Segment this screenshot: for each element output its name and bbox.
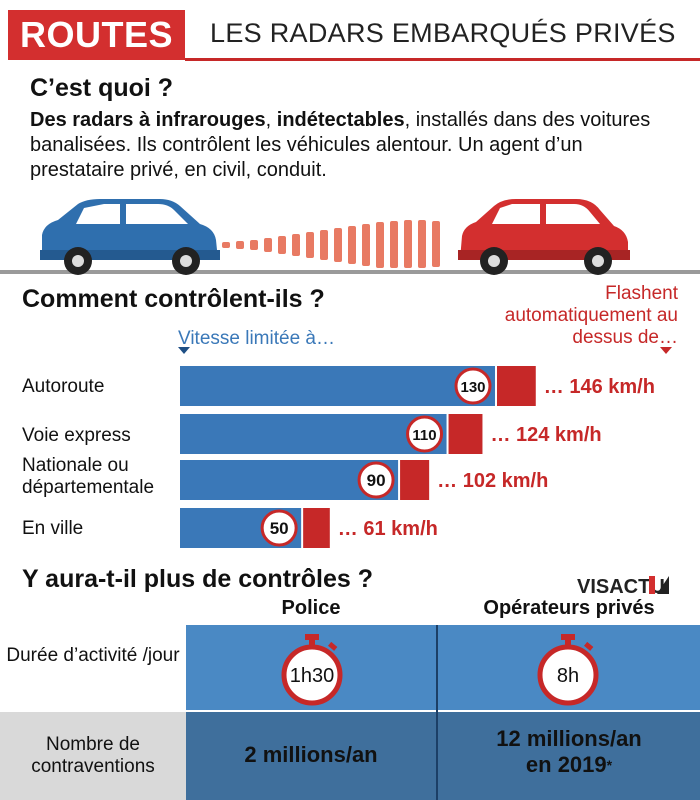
car-scene-illustration [0,199,700,275]
row-activity-label-cell [0,625,186,710]
header-rule [185,58,700,61]
limit-value-label: 110 [412,427,436,444]
desc-bold-2: indétectables [276,109,405,131]
col-header-private: Opérateurs privés [483,597,655,619]
category-label: Autoroute [22,376,105,397]
section-tag-label: ROUTES [19,14,173,55]
page-title: LES RADARS EMBARQUÉS PRIVÉS [210,18,676,48]
private-contraventions-line2: en 2019* [525,752,613,777]
limit-value-label: 130 [460,379,485,396]
blue-car-icon [40,199,220,275]
visactu-logo-text: VISACTU [577,576,665,598]
row-contraventions-label: Nombre de contraventions [31,734,155,777]
private-contraventions-value: 12 millions/an en 2019* [438,726,700,778]
private-contraventions-line1: 12 millions/an [496,726,642,751]
speed-bar-chart: 130 … 146 km/h 110 … 124 km/h 90 … 102 km/h 50… [178,347,672,548]
flash-value-label: … 102 km/h [437,470,548,492]
section-heading-how: Comment contrôlent-ils ? [22,285,325,313]
description: Des radars à infrarouges, indétectables,… [30,108,680,183]
footnote-marker: * [606,757,613,773]
flash-legend: Flashent automatiquement au dessus de… [504,283,678,348]
flash-bar [400,460,430,500]
limit-legend: Vitesse limitée à… [178,328,335,349]
column-divider [436,625,438,800]
limit-bar [180,366,495,406]
speed-sign-icon [357,461,395,499]
red-car-icon [458,199,630,275]
limit-value-label: 50 [270,519,289,538]
flash-bar [448,414,483,454]
police-duration-value: 1h30 [290,665,335,687]
desc-sep: , [265,109,277,131]
visactu-logo: VISACTU [577,576,669,598]
infrared-wave-icon [222,220,440,268]
flash-bar [303,508,330,548]
category-label: Voie express [22,425,131,446]
limit-pointer-icon [178,347,190,354]
desc-bold-1: Des radars à infrarouges [30,109,266,131]
road-line [0,270,700,274]
limit-bar [180,414,447,454]
section-tag: ROUTES [8,10,185,60]
private-duration-value: 8h [557,665,579,687]
limit-value-label: 90 [367,471,386,490]
police-contraventions-value: 2 millions/an [244,742,378,767]
row-activity-label: Durée d’activité /jour [6,645,180,666]
section-heading-what: C’est quoi ? [30,74,174,102]
speed-sign-icon [406,415,444,453]
flash-bar [497,366,536,406]
flash-value-label: … 61 km/h [338,518,438,540]
stopwatch-icon: 8h [537,634,599,706]
row-contraventions-label-cell [0,712,186,800]
speed-sign-icon [454,367,492,405]
category-label: En ville [22,518,84,539]
flash-pointer-icon [660,347,672,354]
col-header-police: Police [281,597,341,619]
section-heading-more: Y aura-t-il plus de contrôles ? [22,565,373,593]
desc-rest: , installés dans des voitures banalisées… [30,109,651,181]
stopwatch-icon: 1h30 [281,634,343,706]
flash-value-label: … 124 km/h [490,424,601,446]
header: ROUTES LES RADARS EMBARQUÉS PRIVÉS [0,0,700,70]
category-label: Nationale ou départementale [22,455,155,498]
speed-sign-icon [260,509,298,547]
flash-value-label: … 146 km/h [544,376,655,398]
